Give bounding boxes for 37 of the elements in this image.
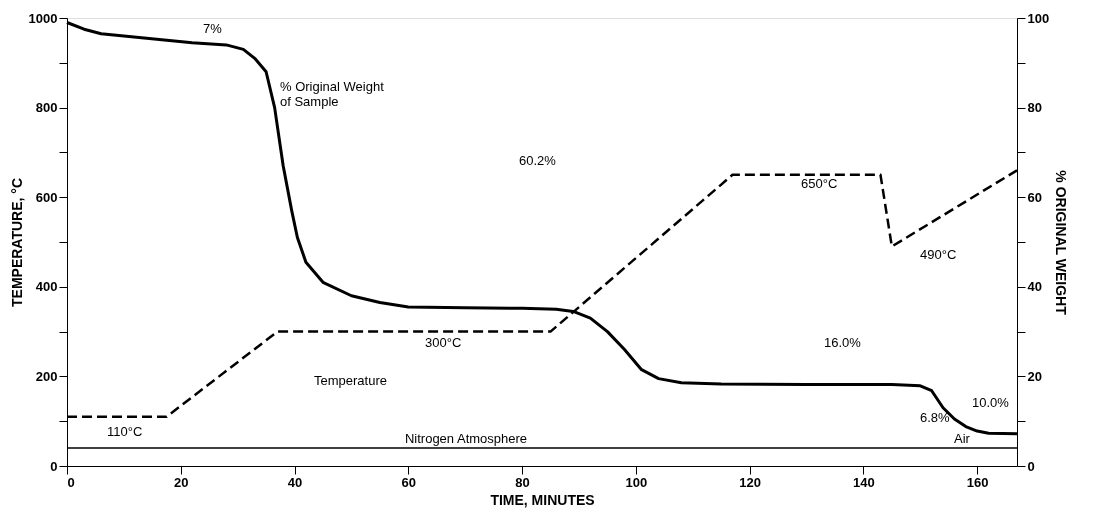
annotation: 650°C <box>801 176 838 191</box>
annotation: 16.0% <box>824 335 862 350</box>
ref-line-label: Nitrogen Atmosphere <box>404 431 528 447</box>
y2-tick-label: 60 <box>1027 189 1042 205</box>
y2-tick-label: 40 <box>1027 279 1042 295</box>
y-tick-label: 0 <box>50 458 58 474</box>
x-tick-label: 120 <box>739 474 761 490</box>
y-tick-label: 1000 <box>28 10 58 26</box>
y-axis-title: TEMPERATURE, °C <box>8 177 25 308</box>
y2-tick-label: 80 <box>1027 100 1042 116</box>
y-tick-label: 800 <box>35 100 58 116</box>
annotation: 6.8% <box>920 410 951 425</box>
y-tick-label: 600 <box>35 189 58 205</box>
annotation: 300°C <box>425 335 462 350</box>
annotation: % Original Weight of Sample <box>280 79 385 109</box>
x-axis-title: TIME, MINUTES <box>490 491 595 508</box>
x-tick-label: 60 <box>401 474 417 490</box>
annotation: Temperature <box>314 373 387 388</box>
y2-tick-label: 100 <box>1027 10 1050 26</box>
annotation: 60.2% <box>519 153 557 168</box>
annotation: 10.0% <box>972 395 1010 410</box>
y2-tick-label: 20 <box>1027 368 1042 384</box>
annotation: Air <box>954 431 971 446</box>
x-tick-label: 100 <box>625 474 648 490</box>
y-tick-label: 400 <box>35 279 58 295</box>
annotation: 490°C <box>920 247 957 262</box>
x-tick-label: 160 <box>966 474 989 490</box>
y-tick-label: 200 <box>35 368 58 384</box>
annotation: 7% <box>203 21 223 36</box>
x-tick-label: 20 <box>174 474 189 490</box>
x-tick-label: 140 <box>853 474 875 490</box>
x-tick-label: 80 <box>515 474 530 490</box>
x-tick-label: 0 <box>67 474 75 490</box>
y2-tick-label: 0 <box>1027 458 1035 474</box>
annotation: 110°C <box>107 424 143 439</box>
x-tick-label: 40 <box>287 474 303 490</box>
y2-axis-title: % ORIGINAL WEIGHT <box>1053 170 1070 316</box>
